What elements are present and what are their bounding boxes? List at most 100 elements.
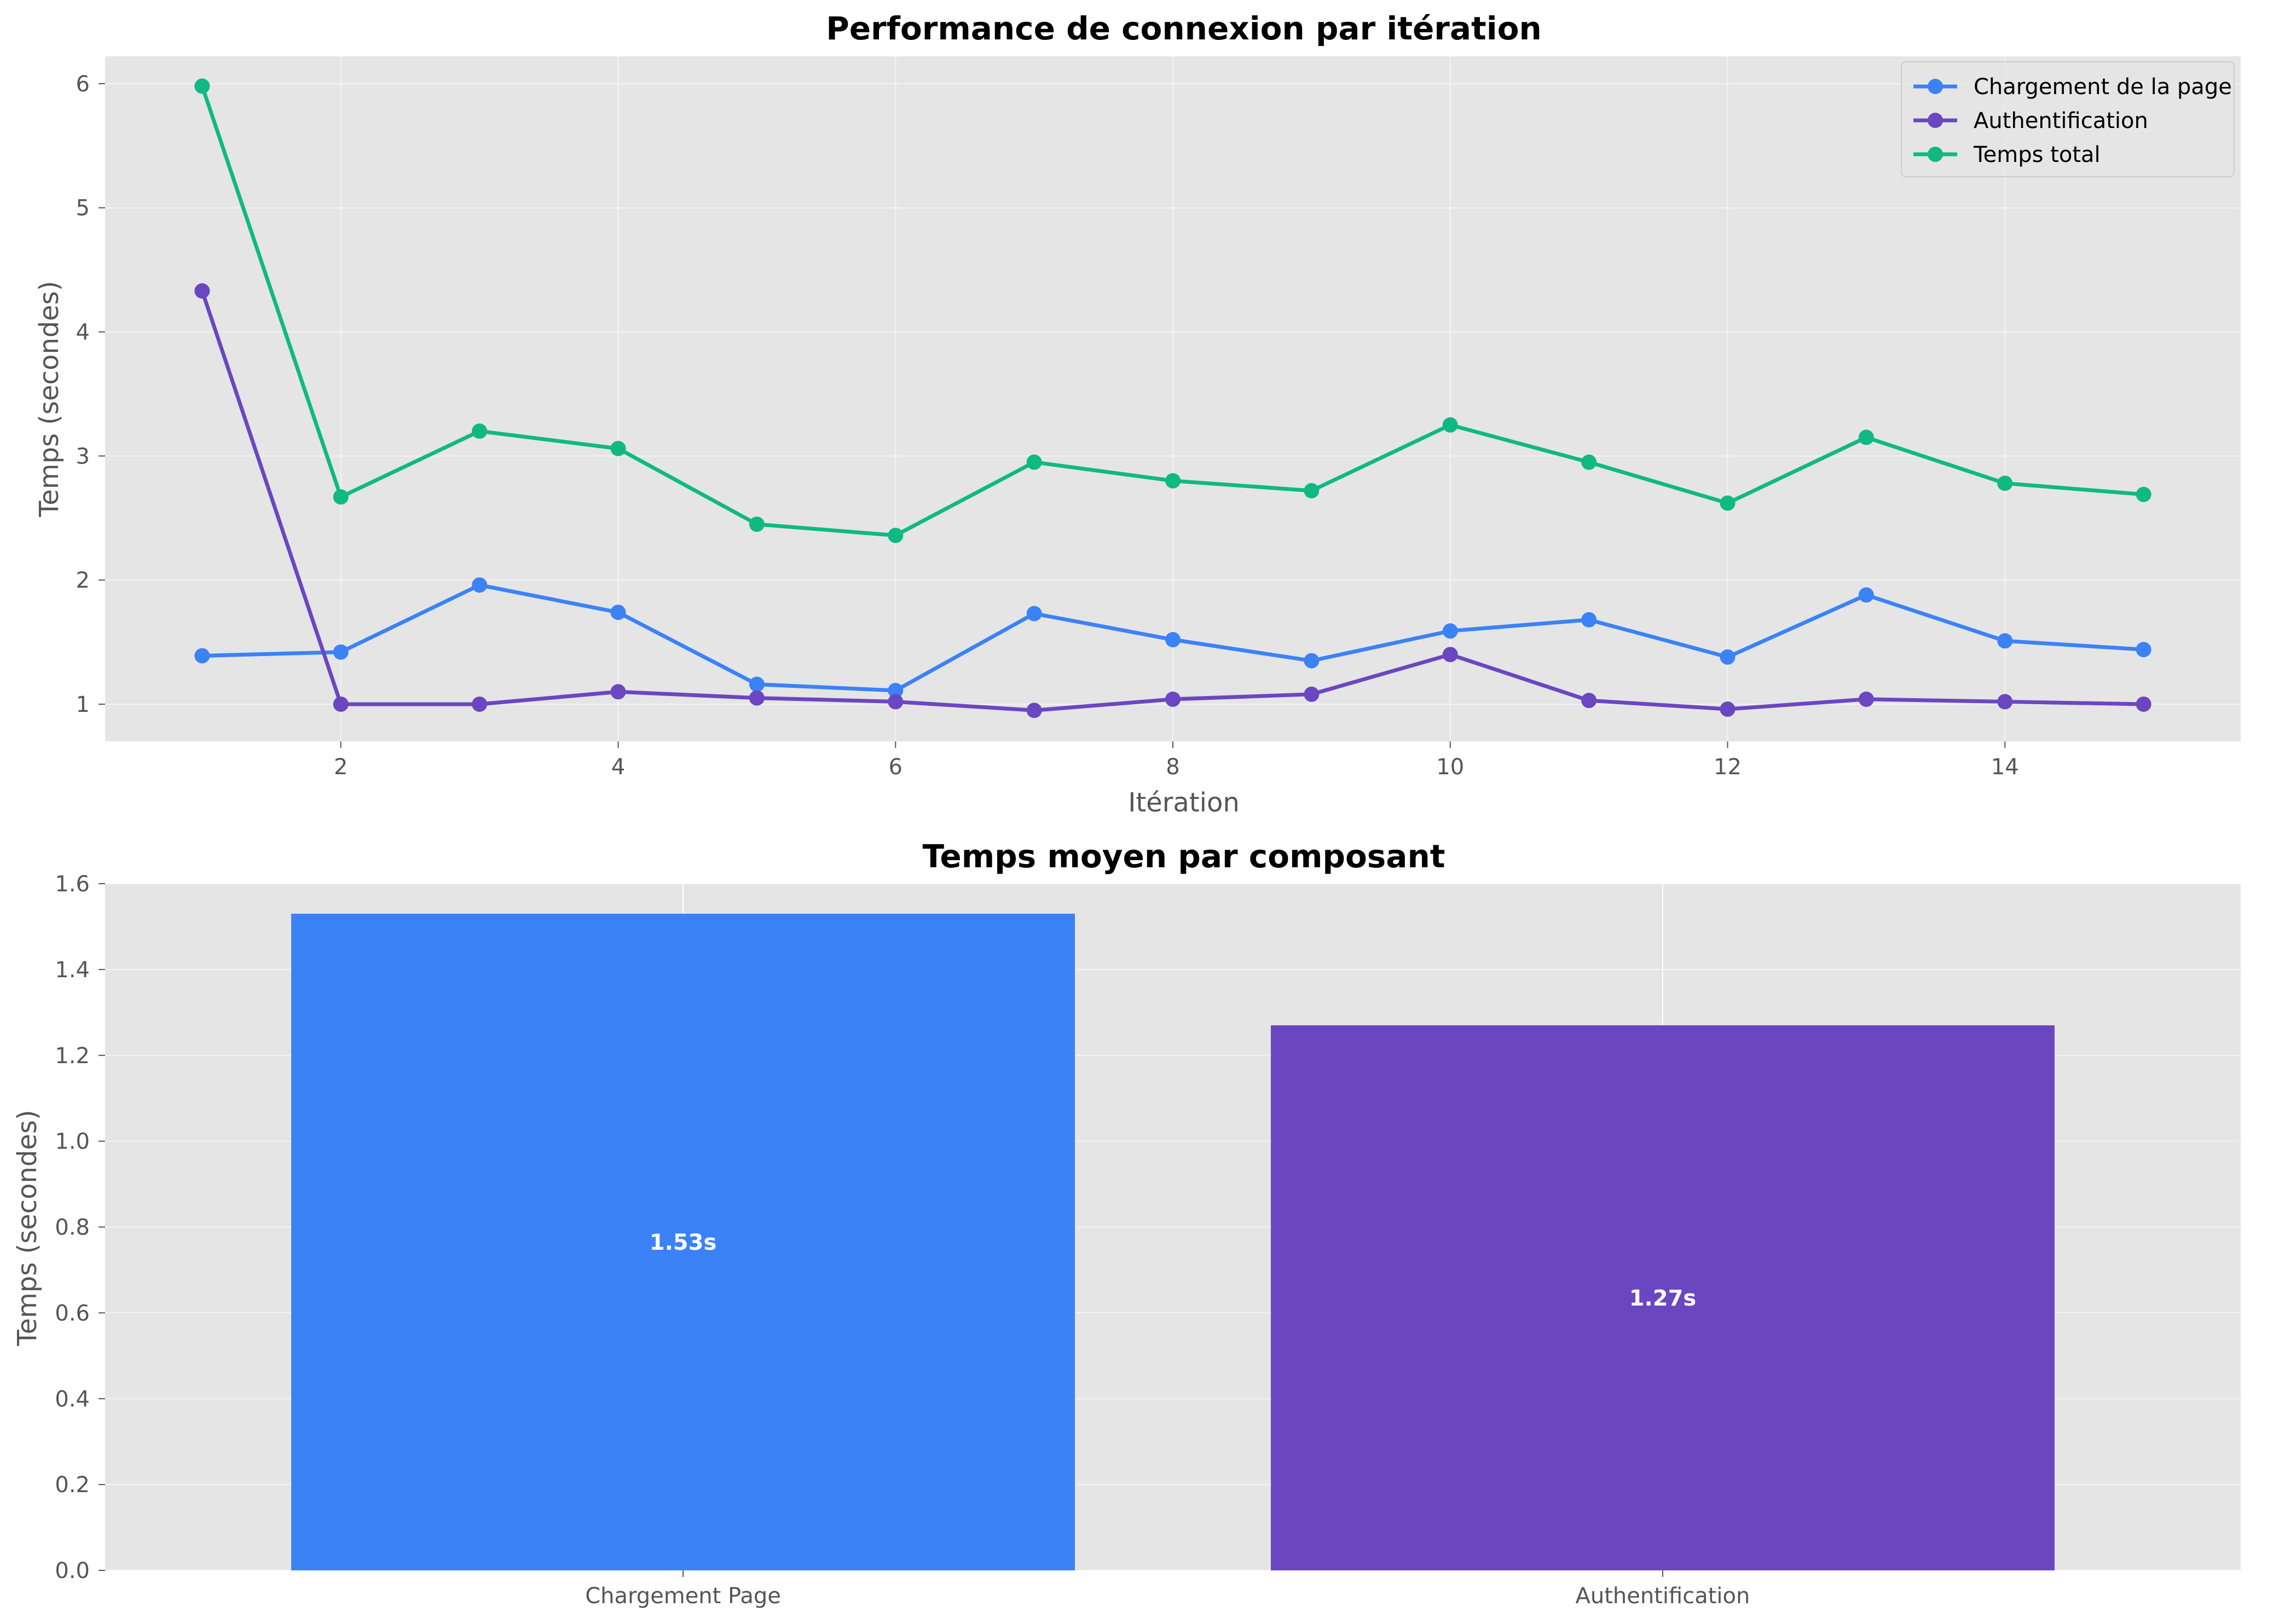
data-point-chargement-de-la-page — [194, 648, 210, 664]
bar-chart-y-axis-label: Temps (secondes) — [12, 1110, 43, 1346]
bar-chart-y-tick-label: 0.4 — [55, 1387, 90, 1412]
line-chart-series — [194, 78, 2151, 718]
data-point-authentification — [1997, 694, 2013, 710]
line-chart-legend: Chargement de la page Authentification Tem… — [1901, 61, 2235, 177]
data-point-chargement-de-la-page — [888, 683, 904, 699]
data-point-chargement-de-la-page — [1442, 623, 1458, 639]
data-point-chargement-de-la-page — [472, 577, 488, 593]
line-chart-x-tick-label: 8 — [1166, 755, 1179, 780]
line-chart-y-tick-label: 4 — [76, 320, 90, 345]
line-chart-y-tick-label: 2 — [76, 568, 90, 593]
bar-chart-y-tick-label: 1.4 — [55, 958, 90, 983]
bar-chart-y-tick-label: 0.0 — [55, 1558, 90, 1584]
line-chart-y-tick-label: 1 — [76, 692, 90, 717]
data-point-temps-total — [610, 440, 626, 456]
data-point-chargement-de-la-page — [1581, 612, 1597, 628]
legend-entry-chargement-de-la-page: Chargement de la page — [1913, 74, 2232, 100]
data-point-chargement-de-la-page — [1997, 633, 2013, 649]
bar-chart-bars: 1.53s 1.27s — [291, 913, 2055, 1570]
line-chart-x-tick-label: 4 — [611, 755, 625, 780]
data-point-temps-total — [1997, 475, 2013, 491]
legend-entries: Chargement de la page Authentification Tem… — [1913, 74, 2232, 167]
bar-chart-y-tick-label: 1.2 — [55, 1043, 90, 1069]
data-point-authentification — [333, 696, 349, 712]
bar-chart-x-ticks: Chargement Page Authentification — [585, 1570, 1750, 1609]
series-temps-total — [194, 78, 2151, 543]
data-point-authentification — [194, 283, 210, 299]
bar-value-label: 1.53s — [650, 1230, 717, 1255]
data-point-temps-total — [1304, 483, 1320, 498]
legend-label: Temps total — [1973, 142, 2101, 167]
data-point-temps-total — [888, 527, 904, 543]
legend-label: Authentification — [1974, 108, 2148, 134]
data-point-authentification — [1165, 691, 1181, 707]
bar-group-chargement-page: 1.53s — [291, 913, 1075, 1570]
bar-chart-y-tick-label: 1.0 — [55, 1129, 90, 1155]
data-point-temps-total — [1581, 454, 1597, 470]
data-point-chargement-de-la-page — [610, 605, 626, 620]
bar-chargement-page — [291, 913, 1075, 1570]
line-chart-y-ticks: 1 2 3 4 5 6 — [76, 72, 105, 717]
series-chargement-de-la-page — [194, 577, 2151, 699]
data-point-temps-total — [333, 489, 349, 505]
data-point-authentification — [472, 696, 488, 712]
line-chart-y-tick-label: 5 — [76, 196, 90, 221]
line-chart-y-tick-label: 3 — [76, 444, 90, 469]
legend-label: Chargement de la page — [1974, 74, 2232, 100]
line-chart-y-tick-label: 6 — [76, 72, 90, 97]
data-point-authentification — [1720, 701, 1736, 717]
data-point-authentification — [610, 684, 626, 700]
data-point-chargement-de-la-page — [1165, 632, 1181, 648]
data-point-chargement-de-la-page — [1026, 606, 1042, 622]
data-point-chargement-de-la-page — [333, 644, 349, 660]
data-point-chargement-de-la-page — [1720, 649, 1736, 665]
bar-group-authentification: 1.27s — [1270, 1025, 2055, 1570]
bar-chart-y-ticks: 0.0 0.2 0.4 0.6 0.8 1.0 1.2 1.4 1.6 — [55, 872, 105, 1584]
line-chart-x-tick-label: 10 — [1436, 755, 1464, 780]
bar-chart: 1.53s 1.27s Chargement Page Authentificati… — [12, 838, 2241, 1609]
data-point-authentification — [1442, 647, 1458, 663]
data-point-authentification — [1858, 691, 1874, 707]
data-point-temps-total — [1165, 473, 1181, 489]
data-point-authentification — [1026, 703, 1042, 718]
bar-chart-y-tick-label: 1.6 — [55, 872, 90, 897]
data-point-chargement-de-la-page — [1304, 653, 1320, 669]
data-point-temps-total — [749, 517, 765, 532]
legend-frame — [1901, 61, 2235, 177]
line-chart-x-tick-label: 6 — [889, 755, 903, 780]
bar-chart-title: Temps moyen par composant — [923, 838, 1445, 875]
line-chart-x-tick-label: 12 — [1714, 755, 1742, 780]
data-point-temps-total — [1858, 430, 1874, 445]
legend-swatch-marker — [1928, 79, 1943, 94]
line-chart-x-tick-label: 14 — [1991, 755, 2019, 780]
line-chart-x-tick-label: 2 — [334, 755, 348, 780]
line-chart-title: Performance de connexion par itération — [826, 10, 1542, 47]
data-point-authentification — [888, 694, 904, 710]
data-point-chargement-de-la-page — [749, 676, 765, 692]
line-chart-y-axis-label: Temps (secondes) — [34, 281, 65, 517]
data-point-authentification — [2136, 696, 2151, 712]
series-authentification — [194, 283, 2151, 718]
data-point-authentification — [1304, 686, 1320, 702]
data-point-authentification — [749, 690, 765, 706]
data-point-chargement-de-la-page — [1858, 587, 1874, 603]
bar-chart-y-tick-label: 0.8 — [55, 1215, 90, 1240]
data-point-temps-total — [2136, 486, 2151, 502]
legend-entry-temps-total: Temps total — [1913, 142, 2101, 167]
data-point-temps-total — [1720, 495, 1736, 511]
line-chart-x-axis-label: Itération — [1128, 787, 1240, 818]
line-chart-x-ticks: 2 4 6 8 10 12 14 — [334, 741, 2019, 780]
legend-swatch-marker — [1928, 113, 1943, 128]
bar-chart-y-tick-label: 0.2 — [55, 1472, 90, 1498]
data-point-temps-total — [1442, 417, 1458, 433]
data-point-chargement-de-la-page — [2136, 642, 2151, 658]
data-point-temps-total — [194, 78, 210, 94]
bar-chart-x-tick-label: Authentification — [1576, 1584, 1750, 1609]
bar-chart-x-tick-label: Chargement Page — [585, 1584, 781, 1609]
data-point-temps-total — [472, 423, 488, 439]
legend-entry-authentification: Authentification — [1913, 108, 2148, 134]
data-point-temps-total — [1026, 454, 1042, 470]
bar-chart-y-tick-label: 0.6 — [55, 1301, 90, 1326]
